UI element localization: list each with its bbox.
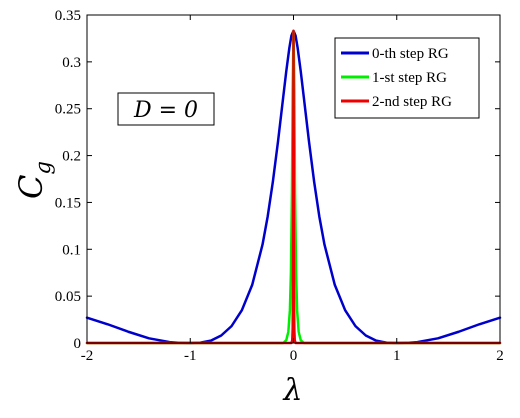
x-tick-label: -2	[81, 348, 94, 364]
y-tick-label: 0.15	[55, 195, 81, 211]
legend-label-2: 2-nd step RG	[372, 94, 452, 110]
y-tick-label: 0.25	[55, 102, 81, 118]
x-tick-label: 2	[496, 348, 504, 364]
y-tick-label: 0	[74, 336, 82, 352]
y-tick-label: 0.2	[62, 149, 81, 165]
legend-items: 0-th step RG 1-st step RG 2-nd step RG	[341, 46, 452, 110]
x-axis-label: λ	[282, 373, 302, 408]
y-tick-label: 0.1	[62, 242, 81, 258]
y-axis-label-subscript: g	[31, 161, 55, 174]
y-axis-label: Cg	[12, 161, 55, 199]
x-tick-label: -1	[184, 348, 197, 364]
x-tick-label: 1	[393, 348, 401, 364]
y-tick-label: 0.3	[62, 55, 81, 71]
y-tick-label: 0.05	[55, 289, 81, 305]
legend-label-1: 1-st step RG	[372, 70, 447, 86]
y-tick-label: 0.35	[55, 8, 81, 24]
series-line-2	[85, 29, 502, 345]
legend-label-0: 0-th step RG	[372, 46, 449, 62]
annotation-text: D = 0	[133, 98, 198, 123]
legend: 0-th step RG 1-st step RG 2-nd step RG	[334, 37, 480, 119]
y-axis-label-main: C	[12, 174, 50, 198]
tick-layer: -2 -1 0 1 2 0 0.05 0.1 0.15 0.2 0.25 0.3 0.35	[55, 8, 504, 364]
annotation-frame	[117, 92, 215, 126]
x-tick-label: 0	[290, 348, 298, 364]
annotation-box: D = 0	[117, 92, 215, 126]
